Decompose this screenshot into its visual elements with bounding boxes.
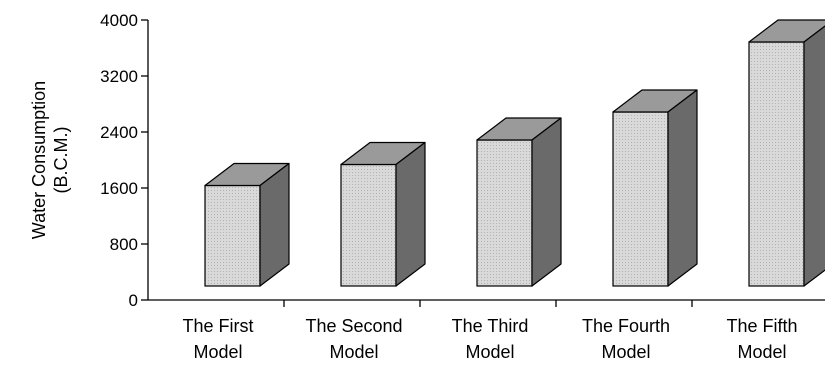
bar bbox=[748, 19, 825, 287]
x-category-label: The Fifth bbox=[726, 316, 797, 336]
bar bbox=[340, 141, 426, 287]
y-tick-label: 1600 bbox=[100, 179, 138, 198]
x-category-label: Model bbox=[737, 342, 786, 362]
x-axis bbox=[148, 299, 825, 307]
bar-side bbox=[395, 141, 426, 287]
bar bbox=[612, 89, 698, 287]
x-category-label: The Second bbox=[305, 316, 402, 336]
y-tick-label: 3200 bbox=[100, 67, 138, 86]
category-labels: The First Model The Second Model The Third Mo… bbox=[182, 316, 797, 362]
bar-front bbox=[340, 163, 397, 287]
x-category-label: The First bbox=[182, 316, 253, 336]
x-category-label: The Fourth bbox=[582, 316, 670, 336]
bar-side bbox=[667, 89, 698, 287]
y-axis-title-line-1: Water Consumption bbox=[29, 81, 49, 239]
y-axis-title-line-2: (B.C.M.) bbox=[51, 127, 71, 194]
bar-side bbox=[803, 25, 825, 287]
bar-top bbox=[748, 19, 825, 43]
bar-front bbox=[204, 184, 261, 287]
bar-front bbox=[612, 111, 669, 287]
x-category-label: Model bbox=[193, 342, 242, 362]
x-category-label: Model bbox=[465, 342, 514, 362]
y-tick-label: 2400 bbox=[100, 123, 138, 142]
y-axis-title: Water Consumption (B.C.M.) bbox=[29, 81, 71, 239]
y-tick-label: 800 bbox=[110, 235, 138, 254]
bar-side bbox=[259, 162, 290, 287]
bar-front bbox=[748, 41, 805, 287]
y-axis: 0 800 1600 2400 3200 4000 bbox=[100, 11, 149, 310]
y-tick-label: 0 bbox=[129, 291, 138, 310]
bar bbox=[204, 162, 290, 287]
x-category-label: Model bbox=[329, 342, 378, 362]
bar-side bbox=[531, 117, 562, 287]
bars bbox=[204, 19, 825, 287]
bar-front bbox=[476, 139, 533, 287]
x-category-label: The Third bbox=[452, 316, 529, 336]
x-category-label: Model bbox=[601, 342, 650, 362]
y-tick-label: 4000 bbox=[100, 11, 138, 30]
bar bbox=[476, 117, 562, 287]
